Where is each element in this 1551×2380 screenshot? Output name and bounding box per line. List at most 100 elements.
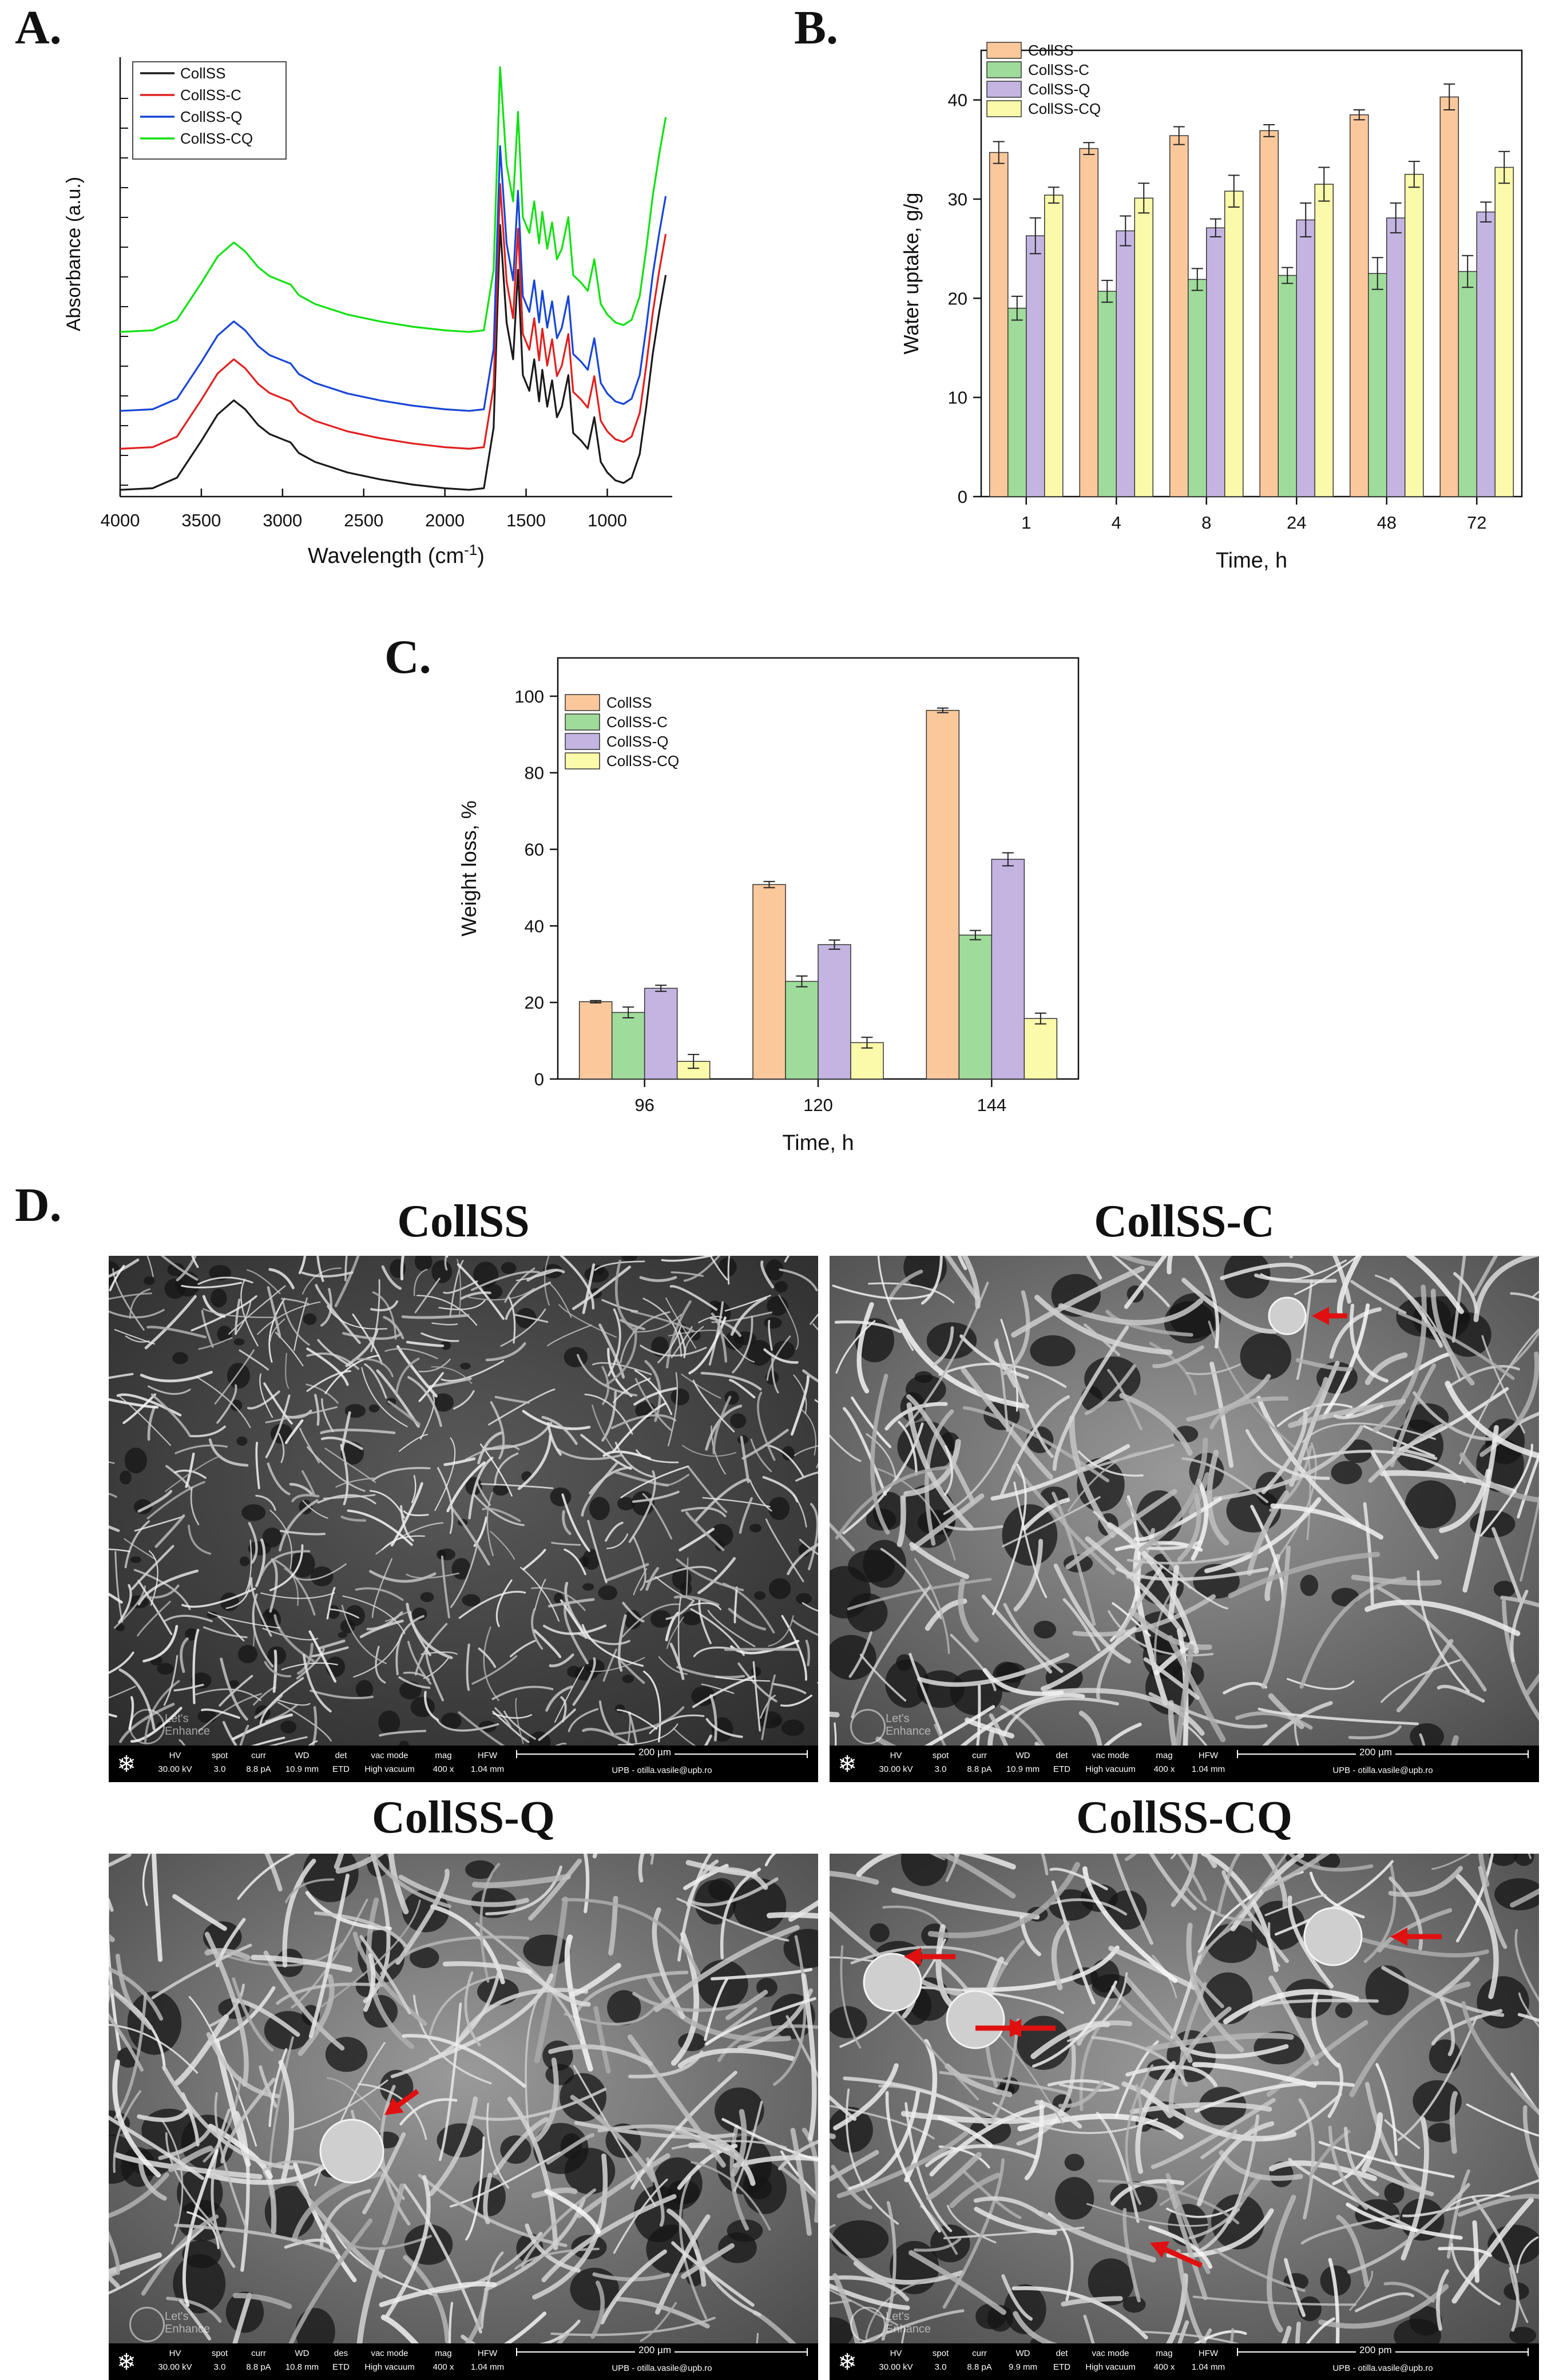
x-axis-title: Time, h: [782, 1131, 854, 1155]
sem-fibre: [830, 1712, 837, 1715]
watermark-circle: [129, 2307, 165, 2342]
legend-label: CollSS: [180, 65, 225, 82]
sem-title: CollSS-C: [830, 1196, 1539, 1248]
x-tick-label: 96: [634, 1095, 654, 1115]
sem-pore: [1494, 1581, 1516, 1597]
bar: [1368, 273, 1387, 497]
legend-swatch: [565, 733, 600, 749]
bar: [1225, 191, 1243, 497]
sem-pore: [1034, 1621, 1056, 1639]
databar-value: ETD: [327, 1763, 355, 1776]
sem-pore: [421, 1592, 434, 1602]
x-axis-title: Time, h: [1216, 549, 1287, 573]
watermark-text: Let's: [886, 1712, 931, 1725]
databar-header: HFW: [466, 1749, 509, 1763]
sem-micrograph: [109, 1256, 818, 1746]
x-tick-label: 4000: [101, 510, 140, 530]
watermark-text: Let's: [165, 1712, 210, 1725]
sem-pore: [1002, 1504, 1058, 1566]
sem-pore: [369, 1405, 379, 1413]
bar: [991, 859, 1024, 1079]
sem-pore: [832, 2220, 888, 2258]
y-axis-title: Water uptake, g/g: [899, 193, 923, 355]
databar-header: HFW: [1187, 1749, 1230, 1763]
sem-pore: [240, 1556, 249, 1566]
sem-pore: [462, 1594, 481, 1606]
bar: [645, 988, 677, 1079]
x-tick-label: 4: [1112, 513, 1121, 533]
bar: [786, 981, 818, 1079]
legend-swatch: [565, 753, 600, 769]
x-tick-label: 1: [1021, 513, 1031, 533]
sem-pore: [589, 1497, 610, 1520]
sem-micrograph: [830, 1854, 1539, 2343]
databar-header: curr: [240, 1749, 277, 1763]
sem-particle: [1269, 1298, 1306, 1334]
watermark-text: Enhance: [165, 1725, 210, 1738]
databar-owner: UPB - otilla.vasile@upb.ro: [1237, 1764, 1529, 1778]
panel-label-d: D.: [15, 1177, 62, 1233]
x-tick-label: 2500: [344, 510, 383, 530]
sem-pore: [582, 1583, 594, 1590]
y-tick-label: 0: [958, 487, 967, 507]
sem-pore: [303, 1314, 316, 1325]
databar-value: 400 x: [425, 2361, 462, 2374]
sem-title: CollSS-CQ: [830, 1792, 1539, 1844]
bar: [1024, 1018, 1057, 1079]
databar-value: 10.9 mm: [280, 1763, 324, 1776]
databar-header: spot: [926, 1749, 955, 1763]
sem-pore: [120, 1471, 132, 1485]
sem-pore: [775, 1281, 788, 1292]
bar: [1405, 174, 1423, 497]
sem-title: CollSS-Q: [109, 1792, 818, 1844]
y-tick-label: 10: [948, 388, 967, 408]
y-axis-title: Weight loss, %: [457, 800, 481, 936]
series-line: [120, 146, 666, 411]
sem-pore: [782, 1720, 804, 1736]
databar-value: 3.0: [205, 2361, 235, 2374]
bar: [1315, 184, 1333, 497]
databar-value: ETD: [327, 2361, 355, 2374]
y-tick-label: 0: [534, 1069, 544, 1089]
sem-pore: [241, 1504, 265, 1521]
sem-pore: [1331, 1588, 1359, 1606]
databar-value: 3.0: [205, 1763, 235, 1776]
sem-pore: [501, 1262, 517, 1274]
watermark-circle: [850, 1709, 886, 1744]
sem-pore: [1055, 2177, 1094, 2219]
watermark-circle: [129, 1709, 165, 1744]
databar-header: WD: [1001, 1749, 1045, 1763]
sem-particle: [1304, 1908, 1362, 1965]
databar-header: vac mode: [358, 2347, 421, 2361]
fei-logo-icon: ❄: [112, 1750, 141, 1779]
series-line: [120, 184, 666, 449]
databar-header: HV: [150, 1749, 200, 1763]
databar-value: 10.8 mm: [280, 2361, 324, 2374]
databar-header: HV: [871, 1749, 921, 1763]
legend-swatch: [565, 695, 600, 711]
sem-pore: [1366, 1965, 1409, 2015]
fei-logo-icon: ❄: [833, 2348, 862, 2377]
legend-swatch: [987, 101, 1021, 117]
databar-header: HFW: [466, 2347, 509, 2361]
databar-header: curr: [961, 1749, 998, 1763]
legend-label: CollSS: [1028, 42, 1073, 59]
scale-bar-label: 200 pm: [1356, 2345, 1395, 2356]
